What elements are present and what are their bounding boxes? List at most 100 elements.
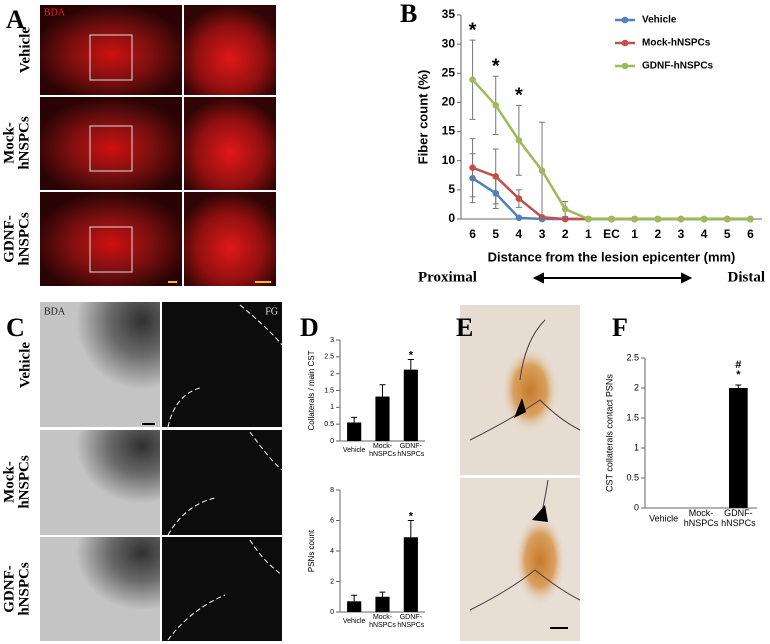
arrowhead [532,505,548,522]
error-bar [407,359,414,370]
annotation: * [469,19,477,41]
bar [375,596,390,612]
row-label: GDNF-hNSPCs [2,212,33,266]
y-tick-label: 15 [442,124,456,138]
y-tick-label: 4 [330,548,334,555]
x-tick-label: 6 [747,227,754,241]
error-bar [351,594,358,602]
y-tick-label: 5 [448,182,455,196]
y-tick-label: 0 [330,609,334,616]
row-label: Vehicle [17,27,33,73]
inset-box [89,34,133,81]
bar [347,601,362,612]
x-tick-label: 4 [701,227,708,241]
y-tick-label: 2 [330,371,334,378]
x-tick-label: GDNF-hNSPCs [397,443,424,458]
panel-letter: A [6,5,25,34]
stain-label: FG [265,306,278,317]
error-bar [379,384,386,397]
y-tick-label: 6 [330,517,334,524]
image [184,192,276,286]
fiber [469,319,581,441]
y-tick-label: 30 [442,36,456,50]
y-tick-label: 1 [330,404,334,411]
series-line [471,177,751,221]
x-tick-label: 2 [654,227,661,241]
error-bar [407,520,414,538]
marker [561,215,569,223]
stain-label: BDA [44,306,66,317]
image [40,430,160,535]
bar [403,537,418,612]
y-tick-label: 0 [330,438,334,445]
panel-letter: C [6,313,25,342]
marker [469,164,476,172]
x-tick-label: Mock-hNSPCs [684,508,719,528]
y-tick-label: 2.5 [626,352,639,362]
row-label: Vehicle [17,342,33,388]
image [162,302,282,427]
x-tick-label: Mock-hNSPCs [369,443,396,458]
row-label: GDNF-hNSPCs [2,562,33,616]
inset-box [89,226,133,273]
bar [347,422,362,441]
annotation: * [492,55,500,77]
direction-label: Distal [728,269,766,285]
x-axis-label: Distance from the lesion epicenter (mm) [488,249,736,264]
panel-letter: E [456,313,473,342]
x-tick-label: 1 [631,227,638,241]
annotation: # [735,359,741,371]
y-tick-label: 1.5 [324,387,334,394]
x-tick-label: 1 [585,227,592,241]
image [40,97,182,190]
legend-marker [621,16,629,24]
panel-letter: B [400,0,417,28]
marker [538,167,546,174]
y-tick-label: 25 [442,65,456,79]
panel-e-images [460,305,581,641]
error-bar [379,591,386,597]
marker [515,214,523,222]
y-tick-label: 10 [442,153,456,167]
x-tick-label: 5 [492,227,499,241]
x-tick-label: Vehicle [343,618,366,625]
image [184,97,276,190]
y-tick-label: 20 [442,95,456,109]
x-tick-label: 3 [539,227,546,241]
y-axis-label: Fiber count (%) [415,70,430,165]
y-tick-label: 1 [634,442,639,452]
image [40,302,160,427]
inset-box [89,125,133,172]
x-tick-label: 2 [562,227,569,241]
cell [515,515,565,605]
marker [747,215,754,223]
panel-a-images [40,5,276,286]
annotation: * [515,85,523,107]
y-tick-label: 3 [330,337,334,344]
y-tick-label: 2 [330,578,334,585]
outline [167,304,283,428]
image [40,5,182,95]
x-tick-label: Vehicle [649,513,678,523]
marker [492,102,500,109]
direction-label: Proximal [418,269,477,285]
y-tick-label: 0 [634,502,639,512]
annotation: * [409,349,414,361]
panel-c-images [40,302,283,641]
x-tick-label: Vehicle [343,447,366,454]
marker [654,215,662,223]
y-tick-label: 0 [448,211,455,225]
x-tick-label: 4 [516,227,523,241]
y-tick-label: 8 [330,487,334,494]
bar [403,369,418,441]
panel-letter: D [300,313,319,342]
marker [515,137,523,144]
legend-marker [621,39,629,47]
stain-label: BDA [44,7,66,18]
row-label: Mock-hNSPCs [2,116,33,170]
marker [561,205,569,213]
bar [375,396,390,441]
double-arrow [532,272,693,284]
row-label: Mock-hNSPCs [2,455,33,509]
marker [631,215,638,223]
